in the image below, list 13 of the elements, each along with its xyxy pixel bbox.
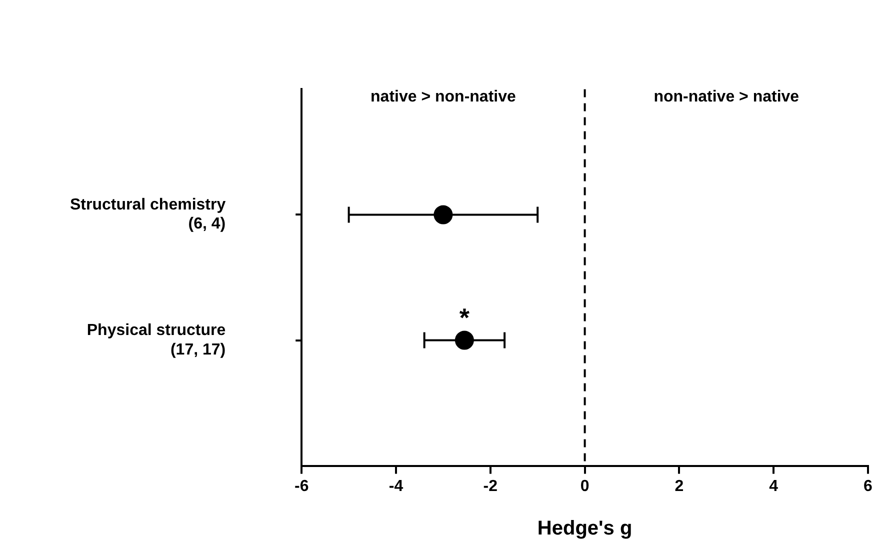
x-tick-label: 6 [864,478,873,495]
y-tick-label: Physical structure (17, 17) [86,322,226,358]
x-tick-label: -6 [294,478,309,495]
annotation: * [459,302,470,332]
x-tick-label: -4 [388,478,404,495]
x-tick-label: -2 [483,478,498,495]
x-tick-label: 2 [674,478,684,495]
x-tick-label: 0 [580,478,590,495]
annotation: non-native > native [654,88,800,106]
y-tick-label: Structural chemistry (6, 4) [70,196,226,233]
annotation: native > non-native [370,88,516,106]
x-axis-title: Hedge's g [537,518,632,540]
x-tick-label: 4 [769,478,778,495]
